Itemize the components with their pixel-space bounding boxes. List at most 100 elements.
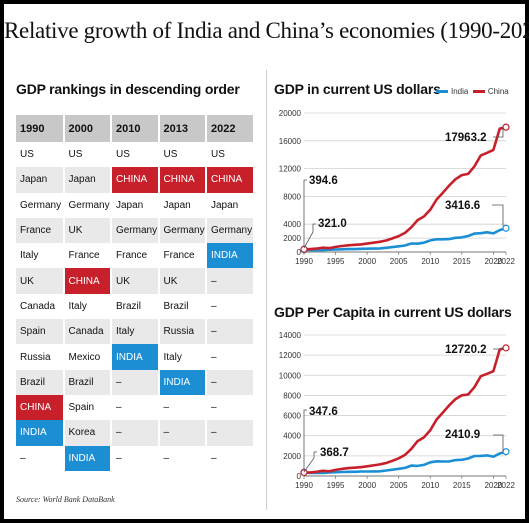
gdp-chart-title: GDP in current US dollars: [274, 81, 441, 97]
table-cell: –: [111, 369, 160, 395]
y-tick-label: 8000: [283, 391, 301, 400]
gdp-per-capita-chart-title: GDP Per Capita in current US dollars: [274, 304, 512, 320]
table-cell: –: [206, 319, 255, 345]
table-row: INDIA Korea – – –: [16, 420, 255, 446]
table-row: UK CHINA UK UK –: [16, 268, 255, 294]
table-cell: Germany: [63, 192, 112, 218]
table-cell: Brazil: [63, 369, 112, 395]
y-tick-label: 14000: [279, 331, 302, 340]
table-cell: Brazil: [158, 293, 207, 320]
table-cell: Japan: [111, 192, 160, 218]
x-tick-label: 2020: [484, 481, 502, 490]
series-endpoint-china: [502, 123, 510, 131]
table-cell: Spain: [63, 394, 112, 421]
table-cell: –: [206, 394, 255, 421]
table-cell: –: [206, 293, 255, 320]
table-cell: Germany: [111, 217, 160, 244]
y-tick-label: 8000: [283, 192, 301, 201]
data-label: 2410.9: [445, 429, 480, 441]
table-cell: US: [158, 142, 207, 168]
table-cell: –: [158, 420, 207, 446]
annotation-leader: [303, 223, 316, 249]
table-cell: –: [111, 394, 160, 421]
table-cell: –: [16, 445, 65, 471]
y-tick-label: 20000: [279, 109, 302, 118]
table-row: Japan Japan CHINA CHINA CHINA: [16, 167, 255, 193]
table-cell: UK: [111, 268, 160, 294]
table-cell: Russia: [16, 344, 65, 370]
table-cell: Brazil: [16, 369, 65, 395]
table-cell: INDIA: [16, 420, 65, 446]
rankings-header-2010: 2010: [111, 115, 160, 142]
table-cell: Japan: [63, 167, 112, 193]
table-cell: CHINA: [111, 167, 160, 193]
x-tick-label: 2015: [453, 257, 471, 266]
table-row: Russia Mexico INDIA Italy –: [16, 344, 255, 370]
series-endpoint-india: [502, 448, 510, 456]
data-label: 394.6: [309, 175, 338, 187]
table-cell: US: [206, 142, 255, 168]
y-tick-label: 2000: [283, 234, 301, 243]
table-cell: Germany: [158, 217, 207, 244]
table-cell: UK: [63, 217, 112, 244]
x-tick-label: 1995: [327, 257, 345, 266]
rankings-header-2000: 2000: [63, 115, 112, 142]
chart-legend: India China: [436, 87, 509, 96]
table-cell: –: [206, 369, 255, 395]
data-label: 321.0: [318, 218, 347, 230]
y-tick-label: 12000: [279, 351, 302, 360]
y-tick-label: 4000: [283, 432, 301, 441]
table-cell: Japan: [206, 192, 255, 218]
table-cell: UK: [16, 268, 65, 294]
data-label: 3416.6: [445, 200, 480, 212]
table-cell: France: [63, 243, 112, 269]
annotation-leader: [493, 126, 504, 138]
x-tick-label: 2015: [453, 481, 471, 490]
table-cell: US: [63, 142, 112, 168]
table-cell: CHINA: [16, 394, 65, 421]
table-cell: CHINA: [206, 167, 255, 193]
table-cell: Germany: [16, 192, 65, 218]
table-cell: –: [206, 420, 255, 446]
x-tick-label: 2010: [421, 481, 439, 490]
rankings-header-1990: 1990: [16, 115, 65, 142]
table-cell: CHINA: [158, 167, 207, 193]
y-tick-label: 6000: [283, 412, 301, 421]
table-cell: –: [158, 445, 207, 471]
table-cell: INDIA: [206, 243, 255, 269]
source-note: Source: World Bank DataBank: [16, 495, 115, 504]
table-cell: France: [16, 217, 65, 244]
annotation-leader: [493, 434, 504, 452]
table-cell: Italy: [63, 293, 112, 320]
series-line-india: [303, 227, 507, 252]
rankings-body: US US US US US Japan Japan CHINA CHINA CHINA Germa…: [16, 142, 255, 471]
data-label: 12720.2: [445, 344, 487, 356]
x-tick-label: 2000: [358, 257, 376, 266]
table-cell: Brazil: [111, 293, 160, 320]
legend-china-label: China: [487, 87, 509, 96]
page-title: Relative growth of India and China’s eco…: [4, 18, 529, 43]
x-tick-label: 2022: [497, 481, 515, 490]
x-tick-label: 2010: [421, 257, 439, 266]
series-line-india: [303, 450, 507, 475]
data-label: 347.6: [309, 406, 338, 418]
annotation-leader: [492, 204, 504, 226]
legend-china-swatch: [472, 90, 485, 94]
table-cell: –: [111, 420, 160, 446]
table-cell: CHINA: [63, 268, 112, 294]
table-cell: –: [206, 344, 255, 370]
y-tick-label: 4000: [283, 220, 301, 229]
gdp-per-capita-line-chart: 0 2000 4000 6000 8000 10000 12000 14000 1990 1995…: [279, 331, 516, 490]
table-cell: Canada: [63, 319, 112, 345]
infographic-frame: Relative growth of India and China’s eco…: [4, 4, 529, 519]
x-tick-label: 2022: [497, 257, 515, 266]
table-cell: Italy: [16, 243, 65, 269]
table-cell: –: [111, 445, 160, 471]
x-tick-label: 2000: [358, 481, 376, 490]
table-cell: US: [16, 142, 65, 168]
gdp-line-chart: 0 2000 4000 8000 12000 16000 20000 1990 1995 2000…: [279, 109, 516, 266]
y-tick-label: 0: [297, 472, 302, 481]
rankings-header-2022: 2022: [206, 115, 255, 142]
x-tick-label: 1990: [295, 257, 313, 266]
table-cell: Russia: [158, 319, 207, 345]
